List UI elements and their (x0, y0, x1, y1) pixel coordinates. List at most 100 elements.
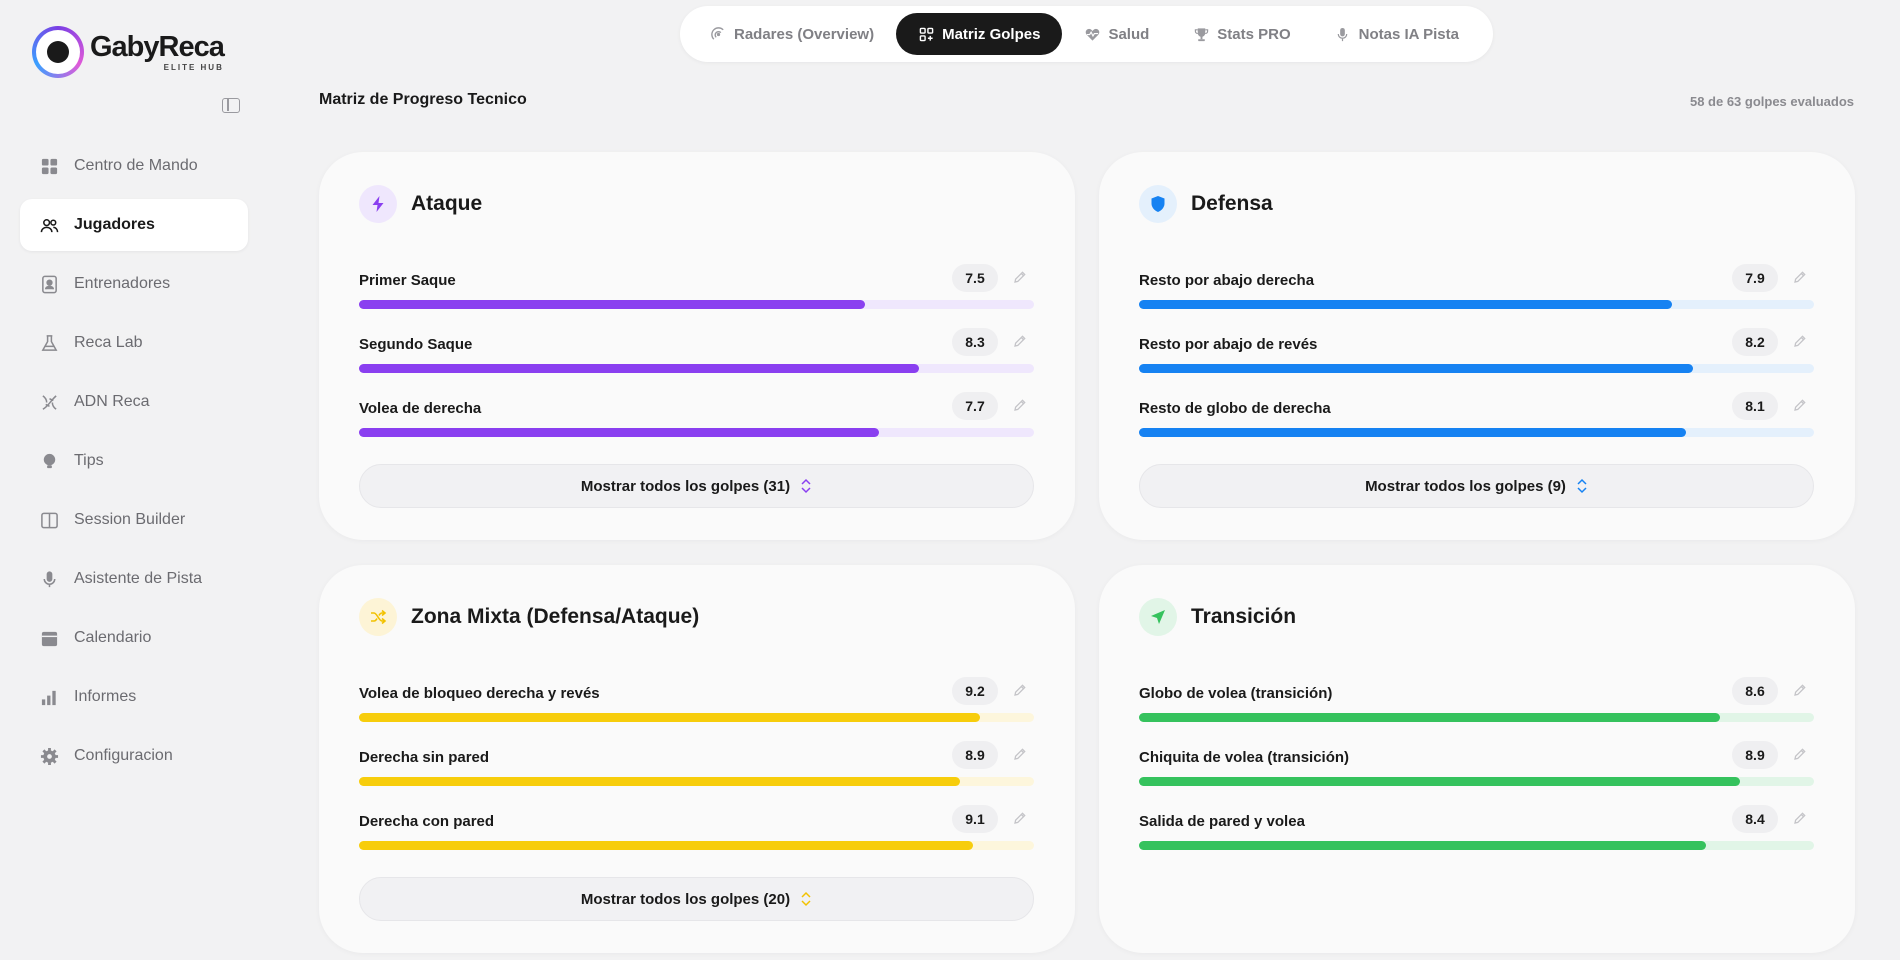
skill-row: Resto por abajo derecha 7.9 (1139, 264, 1814, 328)
sidebar-item-label: Entrenadores (74, 275, 171, 292)
card-transicion: Transición Globo de volea (transición) 8.… (1099, 565, 1855, 953)
pencil-icon[interactable] (1792, 397, 1808, 413)
brand-logo[interactable]: GabyReca ELITE HUB (32, 26, 225, 78)
tab-stats-pro[interactable]: Stats PRO (1171, 13, 1312, 55)
sidebar-item-configuracion[interactable]: Configuracion (20, 730, 248, 782)
skill-progress-track (1139, 713, 1814, 722)
sidebar-item-label: Jugadores (74, 216, 155, 233)
pencil-icon[interactable] (1012, 682, 1028, 698)
logo-icon (32, 26, 84, 78)
skill-progress-track (359, 300, 1034, 309)
sidebar-item-calendario[interactable]: Calendario (20, 612, 248, 664)
shuffle-icon (359, 598, 397, 636)
card-ataque: Ataque Primer Saque 7.5 Segundo Saque 8.3 Vo… (319, 152, 1075, 540)
sidebar-item-label: Reca Lab (74, 334, 143, 351)
skill-progress-track (1139, 841, 1814, 850)
skill-progress-track (359, 428, 1034, 437)
pencil-icon[interactable] (1792, 269, 1808, 285)
sidebar-item-label: Asistente de Pista (74, 570, 203, 587)
pencil-icon[interactable] (1012, 810, 1028, 826)
navigation-arrow-icon (1139, 598, 1177, 636)
pencil-icon[interactable] (1012, 397, 1028, 413)
sidebar-collapse-icon[interactable] (222, 98, 240, 113)
users-icon (38, 214, 60, 236)
skill-row: Primer Saque 7.5 (359, 264, 1034, 328)
show-all-label: Mostrar todos los golpes (9) (1365, 477, 1566, 495)
sidebar-item-entrenadores[interactable]: Entrenadores (20, 258, 248, 310)
bar-chart-icon (38, 686, 60, 708)
sidebar-item-informes[interactable]: Informes (20, 671, 248, 723)
sidebar-item-label: Tips (74, 452, 104, 469)
skill-score-badge: 9.2 (952, 677, 998, 705)
view-tabs: Radares (Overview) Matriz Golpes Salud S… (680, 6, 1493, 62)
tab-notas-ia-pista[interactable]: Notas IA Pista (1313, 13, 1481, 55)
card-zona-mixta: Zona Mixta (Defensa/Ataque) Volea de blo… (319, 565, 1075, 953)
tab-matriz-golpes[interactable]: Matriz Golpes (896, 13, 1063, 55)
sidebar-item-asistente-de-pista[interactable]: Asistente de Pista (20, 553, 248, 605)
skill-row: Segundo Saque 8.3 (359, 328, 1034, 392)
badge-icon (38, 273, 60, 295)
page-title: Matriz de Progreso Tecnico (319, 91, 527, 108)
columns-icon (38, 509, 60, 531)
pencil-icon[interactable] (1792, 333, 1808, 349)
skill-progress-track (1139, 364, 1814, 373)
skill-progress-track (359, 841, 1034, 850)
chevron-up-down-icon (800, 891, 812, 907)
sidebar-item-reca-lab[interactable]: Reca Lab (20, 317, 248, 369)
skill-score-badge: 7.7 (952, 392, 998, 420)
tab-salud[interactable]: Salud (1062, 13, 1171, 55)
grid-icon (38, 155, 60, 177)
show-all-label: Mostrar todos los golpes (20) (580, 890, 791, 908)
skill-progress-fill (1139, 713, 1720, 722)
skill-row: Volea de derecha 7.7 (359, 392, 1034, 456)
card-title: Ataque (411, 192, 483, 215)
sidebar-item-label: Informes (74, 688, 137, 705)
sidebar-item-jugadores[interactable]: Jugadores (20, 199, 248, 251)
show-all-button[interactable]: Mostrar todos los golpes (9) (1139, 464, 1814, 508)
skill-row: Chiquita de volea (transición) 8.9 (1139, 741, 1814, 805)
sidebar-item-label: Configuracion (74, 747, 173, 764)
tab-radares[interactable]: Radares (Overview) (688, 13, 896, 55)
card-title: Zona Mixta (Defensa/Ataque) (411, 605, 700, 628)
skill-label: Globo de volea (transición) (1139, 685, 1333, 702)
skill-progress-track (1139, 777, 1814, 786)
brand-name: GabyReca (90, 31, 225, 63)
evaluated-count: 58 de 63 golpes evaluados (1689, 94, 1854, 109)
matrix-icon (918, 26, 934, 42)
lightning-icon (359, 185, 397, 223)
pencil-icon[interactable] (1792, 682, 1808, 698)
skill-progress-fill (359, 300, 866, 309)
skill-score-badge: 8.1 (1732, 392, 1778, 420)
chevron-up-down-icon (800, 478, 812, 494)
skill-progress-track (359, 777, 1034, 786)
pencil-icon[interactable] (1792, 746, 1808, 762)
card-title: Defensa (1191, 192, 1273, 215)
shield-icon (1139, 185, 1177, 223)
show-all-button[interactable]: Mostrar todos los golpes (20) (359, 877, 1034, 921)
show-all-button[interactable]: Mostrar todos los golpes (31) (359, 464, 1034, 508)
skill-label: Derecha con pared (359, 813, 495, 830)
sidebar-item-adn-reca[interactable]: ADN Reca (20, 376, 248, 428)
gear-icon (38, 745, 60, 767)
skill-progress-track (1139, 300, 1814, 309)
skill-row: Derecha sin pared 8.9 (359, 741, 1034, 805)
sidebar-item-label: Calendario (74, 629, 152, 646)
show-all-label: Mostrar todos los golpes (31) (580, 477, 791, 495)
sidebar-item-centro-de-mando[interactable]: Centro de Mando (20, 140, 248, 192)
lightbulb-icon (38, 450, 60, 472)
pencil-icon[interactable] (1012, 746, 1028, 762)
sidebar-item-tips[interactable]: Tips (20, 435, 248, 487)
skill-score-badge: 8.9 (952, 741, 998, 769)
skill-label: Primer Saque (359, 272, 456, 289)
skill-label: Resto de globo de derecha (1139, 400, 1331, 417)
pencil-icon[interactable] (1012, 269, 1028, 285)
flask-icon (38, 332, 60, 354)
sidebar-item-session-builder[interactable]: Session Builder (20, 494, 248, 546)
microphone-icon (1335, 26, 1351, 42)
pencil-icon[interactable] (1792, 810, 1808, 826)
skill-score-badge: 8.2 (1732, 328, 1778, 356)
skill-progress-fill (1139, 428, 1686, 437)
skill-progress-fill (1139, 841, 1706, 850)
pencil-icon[interactable] (1012, 333, 1028, 349)
skill-progress-fill (359, 841, 974, 850)
